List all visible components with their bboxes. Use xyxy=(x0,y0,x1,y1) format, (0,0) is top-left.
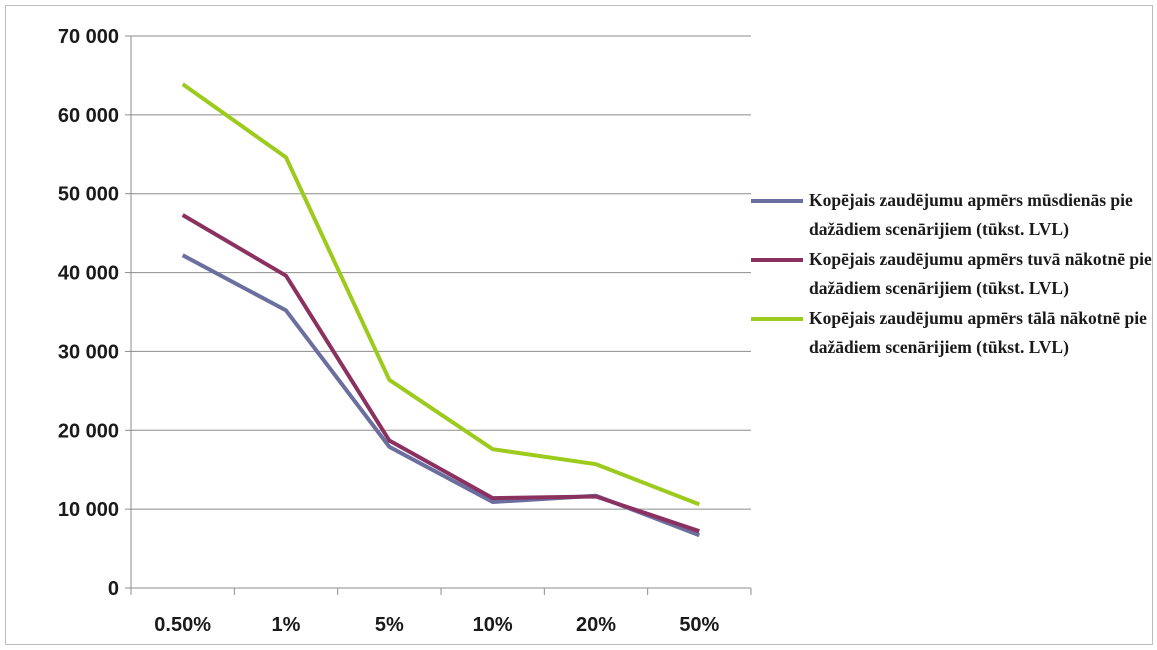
legend-item-series-1: Kopējais zaudējumu apmērs mūsdienās pie … xyxy=(751,186,1157,244)
legend: Kopējais zaudējumu apmērs mūsdienās pie … xyxy=(751,186,1157,363)
series-line-2 xyxy=(181,213,700,534)
legend-item-series-2: Kopējais zaudējumu apmērs tuvā nākotnē p… xyxy=(751,245,1157,303)
x-tick-label: 0.50% xyxy=(154,614,211,636)
gridlines xyxy=(131,35,751,510)
tick-labels: 0 10 000 20 000 30 000 40 000 50 000 60 000 70 … xyxy=(58,26,720,636)
x-tick-label: 10% xyxy=(473,614,513,636)
legend-label-series-1: Kopējais zaudējumu apmērs mūsdienās pie … xyxy=(809,190,1133,239)
series-line-3 xyxy=(181,82,701,507)
legend-label-series-3: Kopējais zaudējumu apmērs tālā nākotnē p… xyxy=(809,308,1147,357)
x-tick-label: 20% xyxy=(576,614,616,636)
y-tick-label: 0 xyxy=(108,578,119,600)
x-tick-label: 5% xyxy=(375,614,404,636)
y-tick-label: 50 000 xyxy=(58,184,119,206)
y-tick-label: 70 000 xyxy=(58,26,119,48)
series-line-1 xyxy=(181,253,701,538)
y-tick-label: 20 000 xyxy=(58,420,119,442)
y-tick-label: 30 000 xyxy=(58,341,119,363)
x-tick-label: 1% xyxy=(272,614,301,636)
y-tick-label: 60 000 xyxy=(58,105,119,127)
legend-label-series-2: Kopējais zaudējumu apmērs tuvā nākotnē p… xyxy=(809,249,1152,298)
x-tick-label: 50% xyxy=(679,614,719,636)
y-tick-label: 10 000 xyxy=(58,499,119,521)
y-tick-label: 40 000 xyxy=(58,263,119,285)
legend-swatch-series-3 xyxy=(751,317,803,321)
legend-swatch-series-1 xyxy=(751,199,803,203)
line-chart: 0 10 000 20 000 30 000 40 000 50 000 60 000 70 … xyxy=(58,26,752,636)
chart-frame: 0 10 000 20 000 30 000 40 000 50 000 60 000 70 … xyxy=(5,5,1153,645)
legend-swatch-series-2 xyxy=(751,258,803,262)
axes xyxy=(125,35,752,595)
series-lines xyxy=(181,82,701,538)
legend-item-series-3: Kopējais zaudējumu apmērs tālā nākotnē p… xyxy=(751,304,1157,362)
